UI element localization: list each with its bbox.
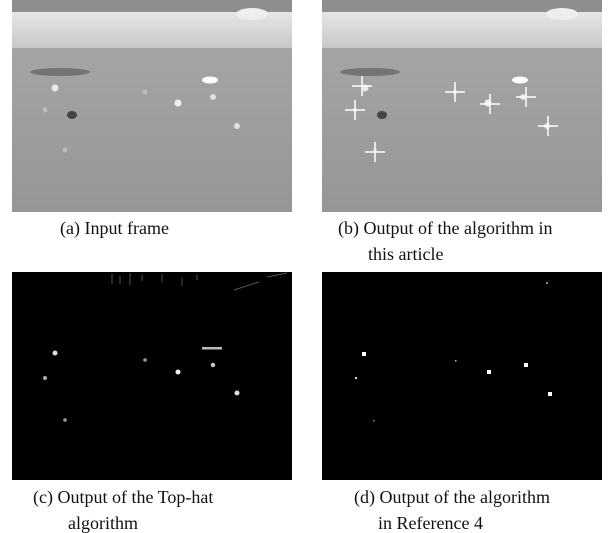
detection-output xyxy=(322,0,602,212)
figure: (a) Input frame (b) Output of the algori… xyxy=(0,0,608,533)
reference-output xyxy=(322,272,602,480)
caption: (a) Input frame xyxy=(60,218,169,239)
caption: this article xyxy=(368,244,443,264)
caption: (d) Output of the algorithm xyxy=(354,487,550,508)
input-frame xyxy=(12,0,292,212)
tophat-output xyxy=(12,272,292,480)
caption: (b) Output of the algorithm in xyxy=(338,218,552,239)
caption: (c) Output of the Top-hat xyxy=(33,487,213,508)
caption: algorithm xyxy=(68,513,138,533)
caption: in Reference 4 xyxy=(378,513,483,533)
